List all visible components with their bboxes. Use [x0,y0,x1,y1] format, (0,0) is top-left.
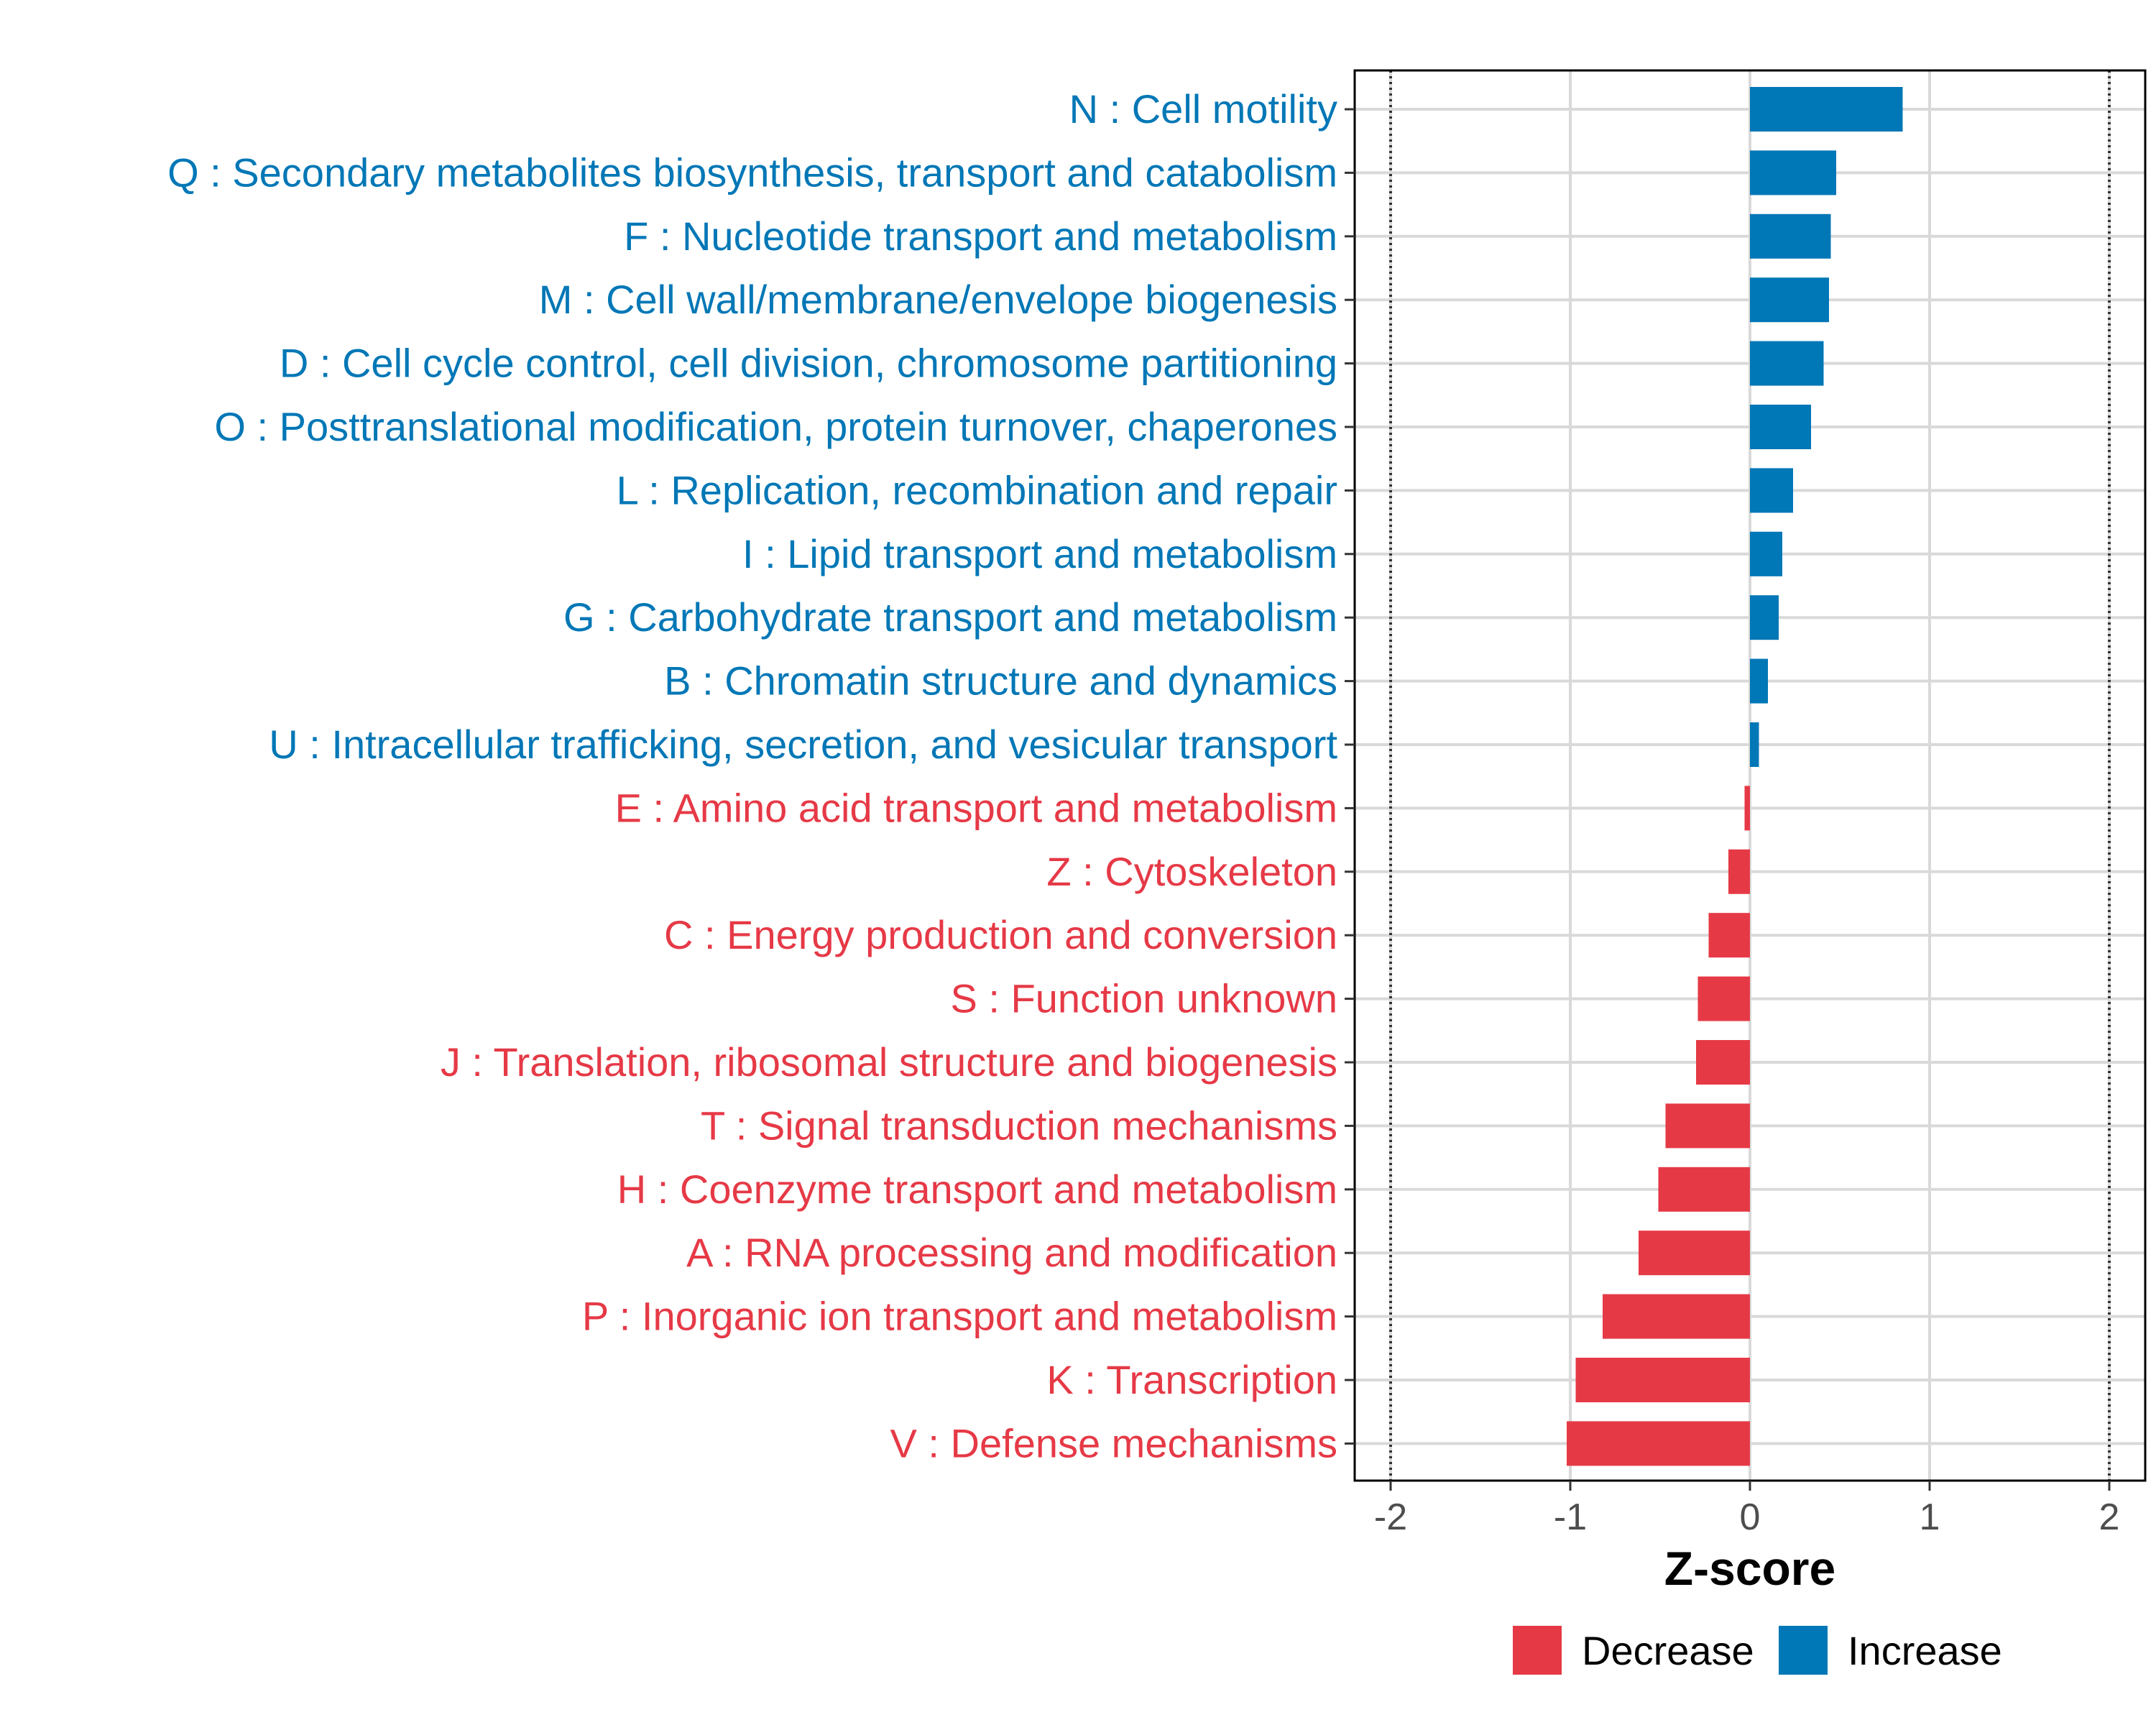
bar [1750,341,1824,386]
bar [1750,277,1829,323]
category-label: S : Function unknown [950,976,1337,1021]
bar [1750,405,1811,449]
x-tick-label: 2 [2099,1496,2120,1538]
x-tick-layer: -2 -1 0 1 2 [1374,1481,2120,1538]
category-label: N : Cell motility [1069,86,1337,132]
category-label: M : Cell wall/membrane/envelope biogenes… [539,277,1337,322]
category-label: E : Amino acid transport and metabolism [615,785,1337,830]
bar [1708,913,1750,958]
x-tick-label: -1 [1554,1496,1587,1538]
category-label: H : Coenzyme transport and metabolism [617,1167,1337,1212]
category-label: J : Translation, ribosomal structure and… [441,1039,1337,1085]
x-tick-label: 1 [1920,1496,1940,1538]
y-tick-layer: N : Cell motility Q : Secondary metabolit… [167,86,1355,1466]
category-label: F : Nucleotide transport and metabolism [624,213,1337,259]
category-label: L : Replication, recombination and repai… [617,467,1337,512]
legend: Decrease Increase [1513,1626,2002,1675]
category-label: Z : Cytoskeleton [1046,849,1337,894]
category-label: O : Posttranslational modification, prot… [214,404,1337,449]
bar [1750,213,1831,259]
bar [1750,722,1759,767]
bar [1750,468,1793,513]
category-label: I : Lipid transport and metabolism [742,531,1337,576]
bar [1750,595,1779,640]
bar [1639,1230,1750,1276]
bar [1750,150,1836,196]
category-label: B : Chromatin structure and dynamics [664,658,1337,704]
category-label: G : Carbohydrate transport and metabolis… [563,594,1337,640]
category-label: V : Defense mechanisms [890,1420,1337,1466]
category-label: D : Cell cycle control, cell division, c… [280,341,1337,386]
category-label: Q : Secondary metabolites biosynthesis, … [167,150,1337,195]
bar [1750,658,1768,704]
category-label: C : Energy production and conversion [664,912,1337,957]
x-tick-label: -2 [1374,1496,1407,1538]
bar [1603,1294,1750,1339]
bar [1665,1103,1750,1149]
x-axis-title: Z-score [1664,1542,1835,1595]
bar [1697,976,1750,1021]
bar [1750,531,1782,576]
category-label: A : RNA processing and modification [686,1230,1337,1275]
legend-swatch [1513,1626,1562,1675]
bar [1696,1040,1750,1085]
category-label: K : Transcription [1046,1357,1337,1402]
legend-label: Decrease [1582,1628,1754,1673]
category-label: P : Inorganic ion transport and metaboli… [582,1294,1337,1339]
legend-swatch [1779,1626,1828,1675]
legend-label: Increase [1848,1628,2002,1673]
bar [1750,87,1903,132]
category-label: T : Signal transduction mechanisms [701,1103,1337,1148]
bar [1575,1358,1750,1402]
x-tick-label: 0 [1740,1496,1761,1538]
category-label: U : Intracellular trafficking, secretion… [269,722,1337,767]
bar [1567,1421,1750,1466]
bar [1658,1167,1750,1212]
bar [1728,849,1750,894]
bar-layer [1567,87,1903,1466]
bar [1744,786,1750,831]
